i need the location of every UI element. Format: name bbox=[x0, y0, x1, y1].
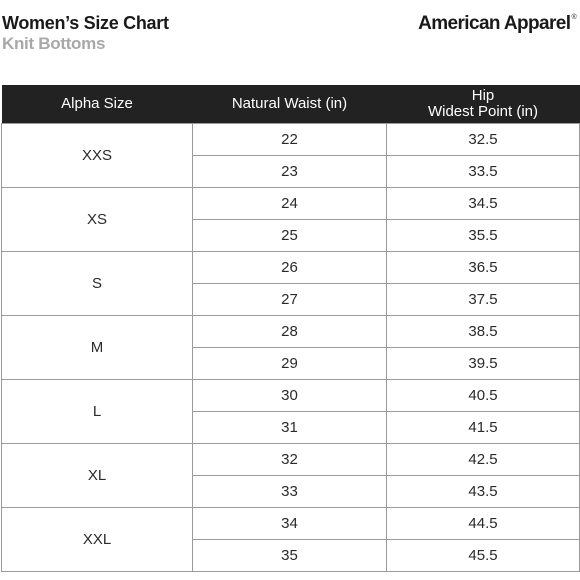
hip-cell: 38.5 bbox=[386, 315, 580, 348]
hip-cell: 34.5 bbox=[386, 187, 580, 220]
table-row: 29 39.5 bbox=[2, 347, 580, 380]
page-subtitle: Knit Bottoms bbox=[2, 34, 106, 53]
brand-name: American Apparel bbox=[418, 13, 571, 34]
table-row: S 26 36.5 bbox=[1, 251, 580, 316]
waist-cell: 33 bbox=[192, 475, 387, 508]
alpha-size-cell: XXS bbox=[1, 123, 193, 188]
hip-cell: 33.5 bbox=[386, 155, 580, 188]
waist-cell: 22 bbox=[192, 123, 387, 156]
alpha-size-cell: S bbox=[1, 251, 193, 316]
registered-mark: ® bbox=[571, 14, 576, 21]
column-header-hip-line1: Hip bbox=[471, 87, 495, 104]
waist-cell: 25 bbox=[192, 219, 387, 252]
hip-cell: 36.5 bbox=[386, 251, 580, 284]
alpha-size-cell: XXL bbox=[1, 507, 193, 572]
column-header-alpha-size: Alpha Size bbox=[1, 85, 193, 124]
hip-cell: 45.5 bbox=[386, 539, 580, 572]
size-chart-table: Alpha Size Natural Waist (in) Hip Widest… bbox=[1, 85, 580, 572]
column-header-hip-line2: Widest Point (in) bbox=[427, 103, 539, 120]
hip-cell: 35.5 bbox=[386, 219, 580, 252]
waist-cell: 35 bbox=[192, 539, 387, 572]
waist-cell: 34 bbox=[192, 507, 387, 540]
alpha-size-cell: XS bbox=[1, 187, 193, 252]
waist-cell: 30 bbox=[192, 379, 387, 412]
table-row: XXS 22 32.5 bbox=[1, 123, 580, 188]
table-row: 33 43.5 bbox=[2, 475, 580, 508]
hip-cell: 37.5 bbox=[386, 283, 580, 316]
waist-cell: 23 bbox=[192, 155, 387, 188]
table-row: 23 33.5 bbox=[2, 155, 580, 188]
waist-cell: 27 bbox=[192, 283, 387, 316]
waist-cell: 24 bbox=[192, 187, 387, 220]
hip-cell: 43.5 bbox=[386, 475, 580, 508]
hip-cell: 42.5 bbox=[386, 443, 580, 476]
waist-cell: 28 bbox=[192, 315, 387, 348]
hip-cell: 32.5 bbox=[386, 123, 580, 156]
column-header-natural-waist: Natural Waist (in) bbox=[192, 85, 387, 124]
table-row: XXL 34 44.5 bbox=[1, 507, 580, 572]
hip-cell: 39.5 bbox=[386, 347, 580, 380]
hip-cell: 41.5 bbox=[386, 411, 580, 444]
table-row: L 30 40.5 bbox=[1, 379, 580, 444]
waist-cell: 29 bbox=[192, 347, 387, 380]
waist-cell: 31 bbox=[192, 411, 387, 444]
table-row: 31 41.5 bbox=[2, 411, 580, 444]
brand-logo: American Apparel® bbox=[418, 13, 576, 35]
table-row: XS 24 34.5 bbox=[1, 187, 580, 252]
alpha-size-cell: M bbox=[1, 315, 193, 380]
hip-cell: 40.5 bbox=[386, 379, 580, 412]
table-row: M 28 38.5 bbox=[1, 315, 580, 380]
alpha-size-cell: L bbox=[1, 379, 193, 444]
table-row: XL 32 42.5 bbox=[1, 443, 580, 508]
page-title: Women’s Size Chart bbox=[2, 13, 169, 33]
waist-cell: 26 bbox=[192, 251, 387, 284]
table-row: 35 45.5 bbox=[2, 539, 580, 572]
table-header-row: Alpha Size Natural Waist (in) Hip Widest… bbox=[1, 85, 580, 124]
alpha-size-cell: XL bbox=[1, 443, 193, 508]
waist-cell: 32 bbox=[192, 443, 387, 476]
table-row: 27 37.5 bbox=[2, 283, 580, 316]
hip-cell: 44.5 bbox=[386, 507, 580, 540]
column-header-hip: Hip Widest Point (in) bbox=[386, 85, 580, 124]
